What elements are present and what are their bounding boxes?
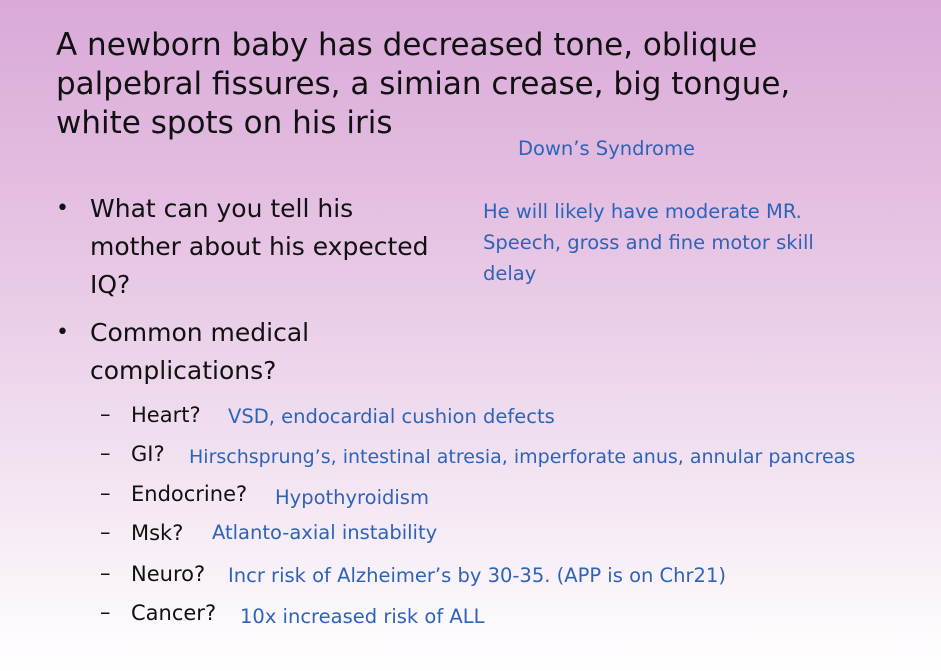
slide-title: A newborn baby has decreased tone, obliq…	[56, 26, 896, 143]
answer-endocrine: Hypothyroidism	[275, 486, 429, 509]
bullet-marker: •	[56, 196, 69, 221]
answer-cancer: 10x increased risk of ALL	[240, 605, 485, 628]
sub-dash: –	[100, 520, 111, 544]
answer-line: delay	[483, 262, 537, 285]
question-line: IQ?	[90, 270, 131, 299]
question-line: What can you tell his	[90, 194, 354, 223]
question-complications: Common medical complications?	[90, 314, 309, 390]
answer-line: Speech, gross and fine motor skill	[483, 231, 814, 254]
sub-label-neuro: Neuro?	[131, 562, 206, 586]
sub-dash: –	[100, 481, 111, 505]
sub-dash: –	[100, 441, 111, 465]
sub-dash: –	[100, 561, 111, 585]
answer-msk: Atlanto-axial instability	[212, 521, 438, 544]
sub-dash: –	[100, 600, 111, 624]
iq-answer: He will likely have moderate MR. Speech,…	[483, 196, 814, 289]
answer-gi: Hirschsprung’s, intestinal atresia, impe…	[189, 446, 856, 468]
question-line: Common medical	[90, 318, 310, 347]
question-line: complications?	[90, 356, 277, 385]
sub-label-gi: GI?	[131, 442, 165, 466]
sub-label-msk: Msk?	[131, 521, 184, 545]
answer-neuro: Incr risk of Alzheimer’s by 30-35. (APP …	[228, 564, 726, 587]
sub-label-cancer: Cancer?	[131, 601, 217, 625]
bullet-marker: •	[56, 320, 69, 345]
answer-heart: VSD, endocardial cushion defects	[228, 405, 555, 428]
diagnosis-answer: Down’s Syndrome	[518, 137, 695, 160]
title-line: A newborn baby has decreased tone, obliq…	[56, 27, 758, 63]
question-line: mother about his expected	[90, 232, 429, 261]
title-line: palpebral fissures, a simian crease, big…	[56, 66, 791, 102]
answer-line: He will likely have moderate MR.	[483, 200, 802, 223]
sub-label-endocrine: Endocrine?	[131, 482, 248, 506]
title-line: white spots on his iris	[56, 105, 393, 141]
sub-dash: –	[100, 402, 111, 426]
question-iq: What can you tell his mother about his e…	[90, 190, 429, 304]
sub-label-heart: Heart?	[131, 403, 201, 427]
